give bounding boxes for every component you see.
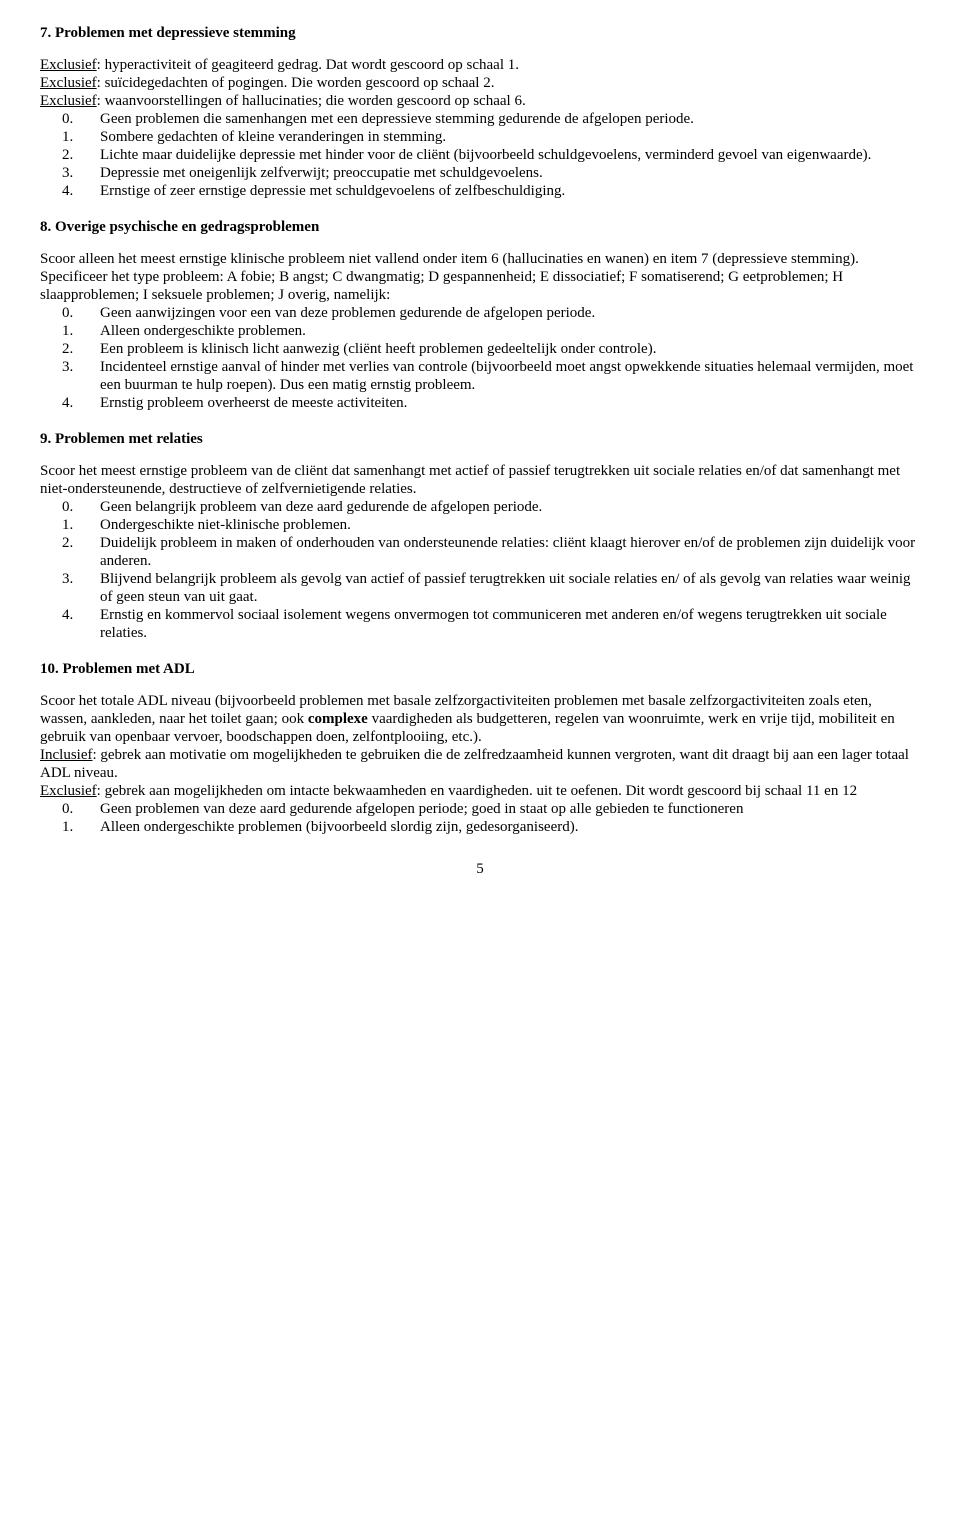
scale-item: 2.Lichte maar duidelijke depressie met h… [40,146,920,164]
exclusief-label: Exclusief [40,93,97,109]
scale-list: 0.Geen aanwijzingen voor een van deze pr… [40,304,920,412]
section-9: 9. Problemen met relaties Scoor het mees… [40,430,920,642]
scale-text: Geen aanwijzingen voor een van deze prob… [100,304,920,322]
intro-line: Inclusief: gebrek aan motivatie om mogel… [40,746,920,782]
scale-num: 3. [40,164,100,182]
scale-num: 2. [40,146,100,164]
scale-text: Geen problemen van deze aard gedurende a… [100,800,920,818]
scale-item: 3.Blijvend belangrijk probleem als gevol… [40,570,920,606]
scale-text: Alleen ondergeschikte problemen. [100,322,920,340]
scale-list: 0.Geen problemen die samenhangen met een… [40,110,920,200]
section-8: 8. Overige psychische en gedragsprobleme… [40,218,920,412]
scale-item: 4.Ernstige of zeer ernstige depressie me… [40,182,920,200]
scale-text: Lichte maar duidelijke depressie met hin… [100,146,920,164]
scale-num: 3. [40,570,100,588]
intro-text: : gebrek aan mogelijkheden om intacte be… [97,783,857,799]
intro-block: Scoor het totale ADL niveau (bijvoorbeel… [40,692,920,800]
scale-num: 0. [40,498,100,516]
inclusief-label: Inclusief [40,747,92,763]
scale-num: 1. [40,818,100,836]
intro-block: Scoor het meest ernstige probleem van de… [40,462,920,498]
scale-num: 4. [40,394,100,412]
scale-num: 0. [40,304,100,322]
section-10: 10. Problemen met ADL Scoor het totale A… [40,660,920,836]
scale-item: 0.Geen belangrijk probleem van deze aard… [40,498,920,516]
scale-list: 0.Geen problemen van deze aard gedurende… [40,800,920,836]
scale-item: 3.Incidenteel ernstige aanval of hinder … [40,358,920,394]
scale-text: Geen problemen die samenhangen met een d… [100,110,920,128]
scale-item: 1.Alleen ondergeschikte problemen. [40,322,920,340]
intro-line: Exclusief: suïcidegedachten of pogingen.… [40,74,920,92]
intro-paragraph: Scoor het totale ADL niveau (bijvoorbeel… [40,692,920,746]
intro-block: Exclusief: hyperactiviteit of geagiteerd… [40,56,920,110]
scale-text: Ernstig probleem overheerst de meeste ac… [100,394,920,412]
scale-item: 2.Een probleem is klinisch licht aanwezi… [40,340,920,358]
intro-block: Scoor alleen het meest ernstige klinisch… [40,250,920,304]
section-heading: 8. Overige psychische en gedragsprobleme… [40,218,920,236]
intro-line: Exclusief: gebrek aan mogelijkheden om i… [40,782,920,800]
section-heading: 9. Problemen met relaties [40,430,920,448]
intro-text: : gebrek aan motivatie om mogelijkheden … [40,747,909,781]
intro-text: : hyperactiviteit of geagiteerd gedrag. … [97,57,519,73]
scale-num: 3. [40,358,100,376]
intro-paragraph: Scoor alleen het meest ernstige klinisch… [40,250,920,268]
scale-num: 2. [40,534,100,552]
scale-num: 4. [40,182,100,200]
scale-text: Een probleem is klinisch licht aanwezig … [100,340,920,358]
section-heading: 10. Problemen met ADL [40,660,920,678]
scale-text: Incidenteel ernstige aanval of hinder me… [100,358,920,394]
scale-text: Geen belangrijk probleem van deze aard g… [100,498,920,516]
section-heading: 7. Problemen met depressieve stemming [40,24,920,42]
scale-item: 1.Ondergeschikte niet-klinische probleme… [40,516,920,534]
intro-text: : waanvoorstellingen of hallucinaties; d… [97,93,526,109]
scale-item: 4.Ernstig en kommervol sociaal isolement… [40,606,920,642]
exclusief-label: Exclusief [40,75,97,91]
scale-item: 0.Geen problemen die samenhangen met een… [40,110,920,128]
scale-item: 0.Geen problemen van deze aard gedurende… [40,800,920,818]
exclusief-label: Exclusief [40,57,97,73]
scale-num: 0. [40,800,100,818]
scale-text: Duidelijk probleem in maken of onderhoud… [100,534,920,570]
scale-text: Alleen ondergeschikte problemen (bijvoor… [100,818,920,836]
scale-num: 1. [40,516,100,534]
exclusief-label: Exclusief [40,783,97,799]
scale-text: Blijvend belangrijk probleem als gevolg … [100,570,920,606]
intro-line: Exclusief: waanvoorstellingen of halluci… [40,92,920,110]
scale-text: Ernstig en kommervol sociaal isolement w… [100,606,920,642]
intro-paragraph: Specificeer het type probleem: A fobie; … [40,268,920,304]
scale-num: 4. [40,606,100,624]
scale-num: 0. [40,110,100,128]
scale-item: 1.Alleen ondergeschikte problemen (bijvo… [40,818,920,836]
scale-num: 1. [40,128,100,146]
intro-bold: complexe [308,711,368,727]
scale-list: 0.Geen belangrijk probleem van deze aard… [40,498,920,642]
scale-item: 2.Duidelijk probleem in maken of onderho… [40,534,920,570]
scale-item: 3.Depressie met oneigenlijk zelfverwijt;… [40,164,920,182]
scale-text: Ondergeschikte niet-klinische problemen. [100,516,920,534]
intro-paragraph: Scoor het meest ernstige probleem van de… [40,462,920,498]
intro-line: Exclusief: hyperactiviteit of geagiteerd… [40,56,920,74]
scale-text: Depressie met oneigenlijk zelfverwijt; p… [100,164,920,182]
scale-text: Ernstige of zeer ernstige depressie met … [100,182,920,200]
scale-num: 1. [40,322,100,340]
scale-item: 4.Ernstig probleem overheerst de meeste … [40,394,920,412]
page-number: 5 [40,860,920,878]
scale-item: 1.Sombere gedachten of kleine veranderin… [40,128,920,146]
scale-item: 0.Geen aanwijzingen voor een van deze pr… [40,304,920,322]
intro-text: : suïcidegedachten of pogingen. Die word… [97,75,495,91]
scale-text: Sombere gedachten of kleine veranderinge… [100,128,920,146]
section-7: 7. Problemen met depressieve stemming Ex… [40,24,920,200]
scale-num: 2. [40,340,100,358]
